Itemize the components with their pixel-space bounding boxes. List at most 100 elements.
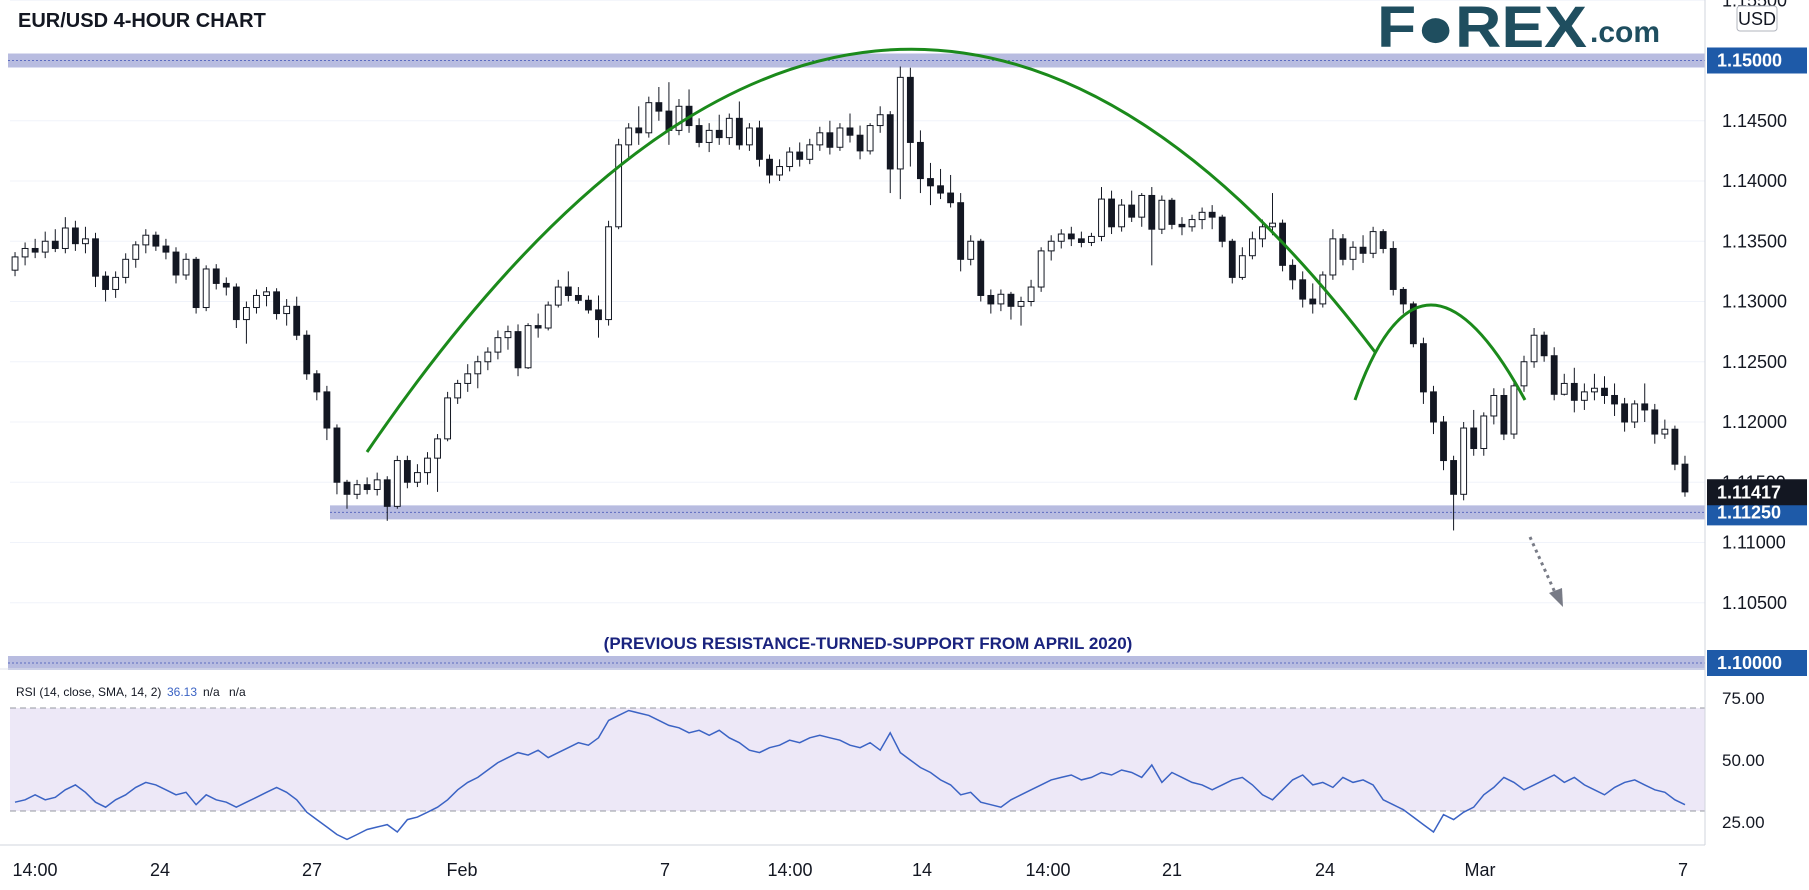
candle-body — [756, 127, 763, 160]
candle-down — [1389, 241, 1397, 296]
candle-down — [1168, 197, 1176, 230]
candle-down — [1399, 287, 1407, 314]
candle-down — [756, 120, 763, 167]
candle-down — [1450, 455, 1458, 531]
currency-label: USD — [1738, 9, 1776, 29]
candle-up — [1460, 422, 1468, 501]
candle-body — [1419, 343, 1427, 393]
candle-body — [1490, 394, 1498, 417]
rsi-path — [14, 709, 1686, 841]
candle-up — [967, 235, 975, 266]
candle-body — [1540, 334, 1548, 357]
level-zone-1 — [330, 505, 1705, 520]
candle-body — [937, 185, 944, 194]
candle-down — [1681, 455, 1689, 497]
candle-body — [1349, 246, 1357, 260]
candle-up — [1037, 247, 1045, 292]
candle-body — [1218, 216, 1226, 242]
time-tick: 21 — [1162, 860, 1182, 880]
candle-down — [977, 238, 985, 302]
candle-body — [987, 294, 995, 305]
rsi-legend-value: 36.13 — [167, 685, 197, 699]
candle-body — [1088, 235, 1095, 243]
candle-body — [564, 286, 572, 296]
candle-body — [333, 427, 341, 483]
candle-down — [947, 174, 955, 208]
price-level-badges: 1.15000 1.11250 1.10000 1.11417 — [1707, 47, 1807, 676]
candle-body — [122, 258, 130, 278]
candle-up — [1098, 187, 1105, 242]
candle-down — [31, 238, 39, 259]
candle-down — [1077, 231, 1085, 248]
candle-up — [1238, 247, 1246, 280]
candle-body — [1651, 409, 1659, 435]
candle-body — [303, 334, 311, 375]
candle-up — [242, 301, 250, 344]
candle-body — [182, 258, 190, 276]
candle-body — [494, 337, 502, 353]
candle-body — [836, 127, 844, 148]
candle-down — [1007, 291, 1015, 320]
candle-body — [595, 309, 602, 321]
logo-main: F●REX — [1377, 0, 1587, 60]
candle-down — [1671, 425, 1679, 471]
candle-body — [816, 132, 824, 146]
candle-body — [997, 293, 1005, 305]
candle-body — [1510, 385, 1518, 435]
candle-down — [1218, 214, 1226, 248]
candle-body — [1007, 293, 1015, 307]
candle-down — [293, 296, 301, 341]
candle-body — [212, 268, 220, 284]
price-tick: 1.13500 — [1722, 231, 1787, 251]
rounding-top-arc — [365, 47, 1377, 453]
candle-up — [393, 455, 401, 509]
candle-body — [1661, 428, 1669, 435]
candle-up — [1047, 235, 1055, 261]
forex-logo: F●REX .com — [1377, 0, 1660, 60]
candle-down — [323, 385, 331, 441]
candle-up — [1580, 383, 1588, 410]
candle-body — [967, 240, 975, 260]
time-tick: 14:00 — [12, 860, 57, 880]
candle-body — [273, 291, 281, 315]
support-resistance-zones — [8, 53, 1705, 670]
candle-up — [353, 479, 361, 500]
candle-down — [514, 324, 522, 377]
candle-down — [917, 130, 924, 194]
candle-body — [1430, 391, 1437, 423]
time-tick: Mar — [1465, 860, 1496, 880]
candle-body — [232, 286, 240, 321]
candle-body — [1500, 394, 1508, 435]
candle-up — [424, 452, 431, 485]
candle-body — [574, 294, 582, 301]
current-price-label: 1.11417 — [1717, 482, 1781, 502]
candle-down — [1621, 397, 1629, 432]
candle-up — [675, 99, 683, 136]
candle-body — [1017, 301, 1025, 307]
candle-down — [595, 295, 602, 338]
candle-up — [202, 265, 210, 312]
candle-up — [705, 123, 713, 153]
candle-body — [51, 240, 59, 249]
candle-body — [1269, 222, 1276, 228]
candle-up — [484, 347, 492, 371]
rsi-band — [10, 708, 1705, 811]
rsi-legend-name: RSI (14, close, SMA, 14, 2) — [16, 685, 161, 699]
candle-body — [856, 134, 864, 152]
candle-body — [1671, 428, 1679, 465]
candle-body — [1027, 286, 1035, 303]
candle-up — [776, 159, 783, 181]
candle-body — [1580, 391, 1588, 401]
level-badge-label-0: 1.15000 — [1717, 51, 1782, 71]
candle-up — [414, 464, 421, 488]
candle-body — [695, 125, 703, 143]
candle-body — [363, 484, 371, 490]
candle-down — [695, 118, 703, 148]
time-tick: Feb — [446, 860, 477, 880]
price-tick: 1.10500 — [1722, 593, 1787, 613]
candle-body — [554, 286, 562, 306]
candle-body — [1108, 198, 1115, 228]
candle-body — [1389, 247, 1397, 290]
candle-down — [886, 111, 894, 194]
